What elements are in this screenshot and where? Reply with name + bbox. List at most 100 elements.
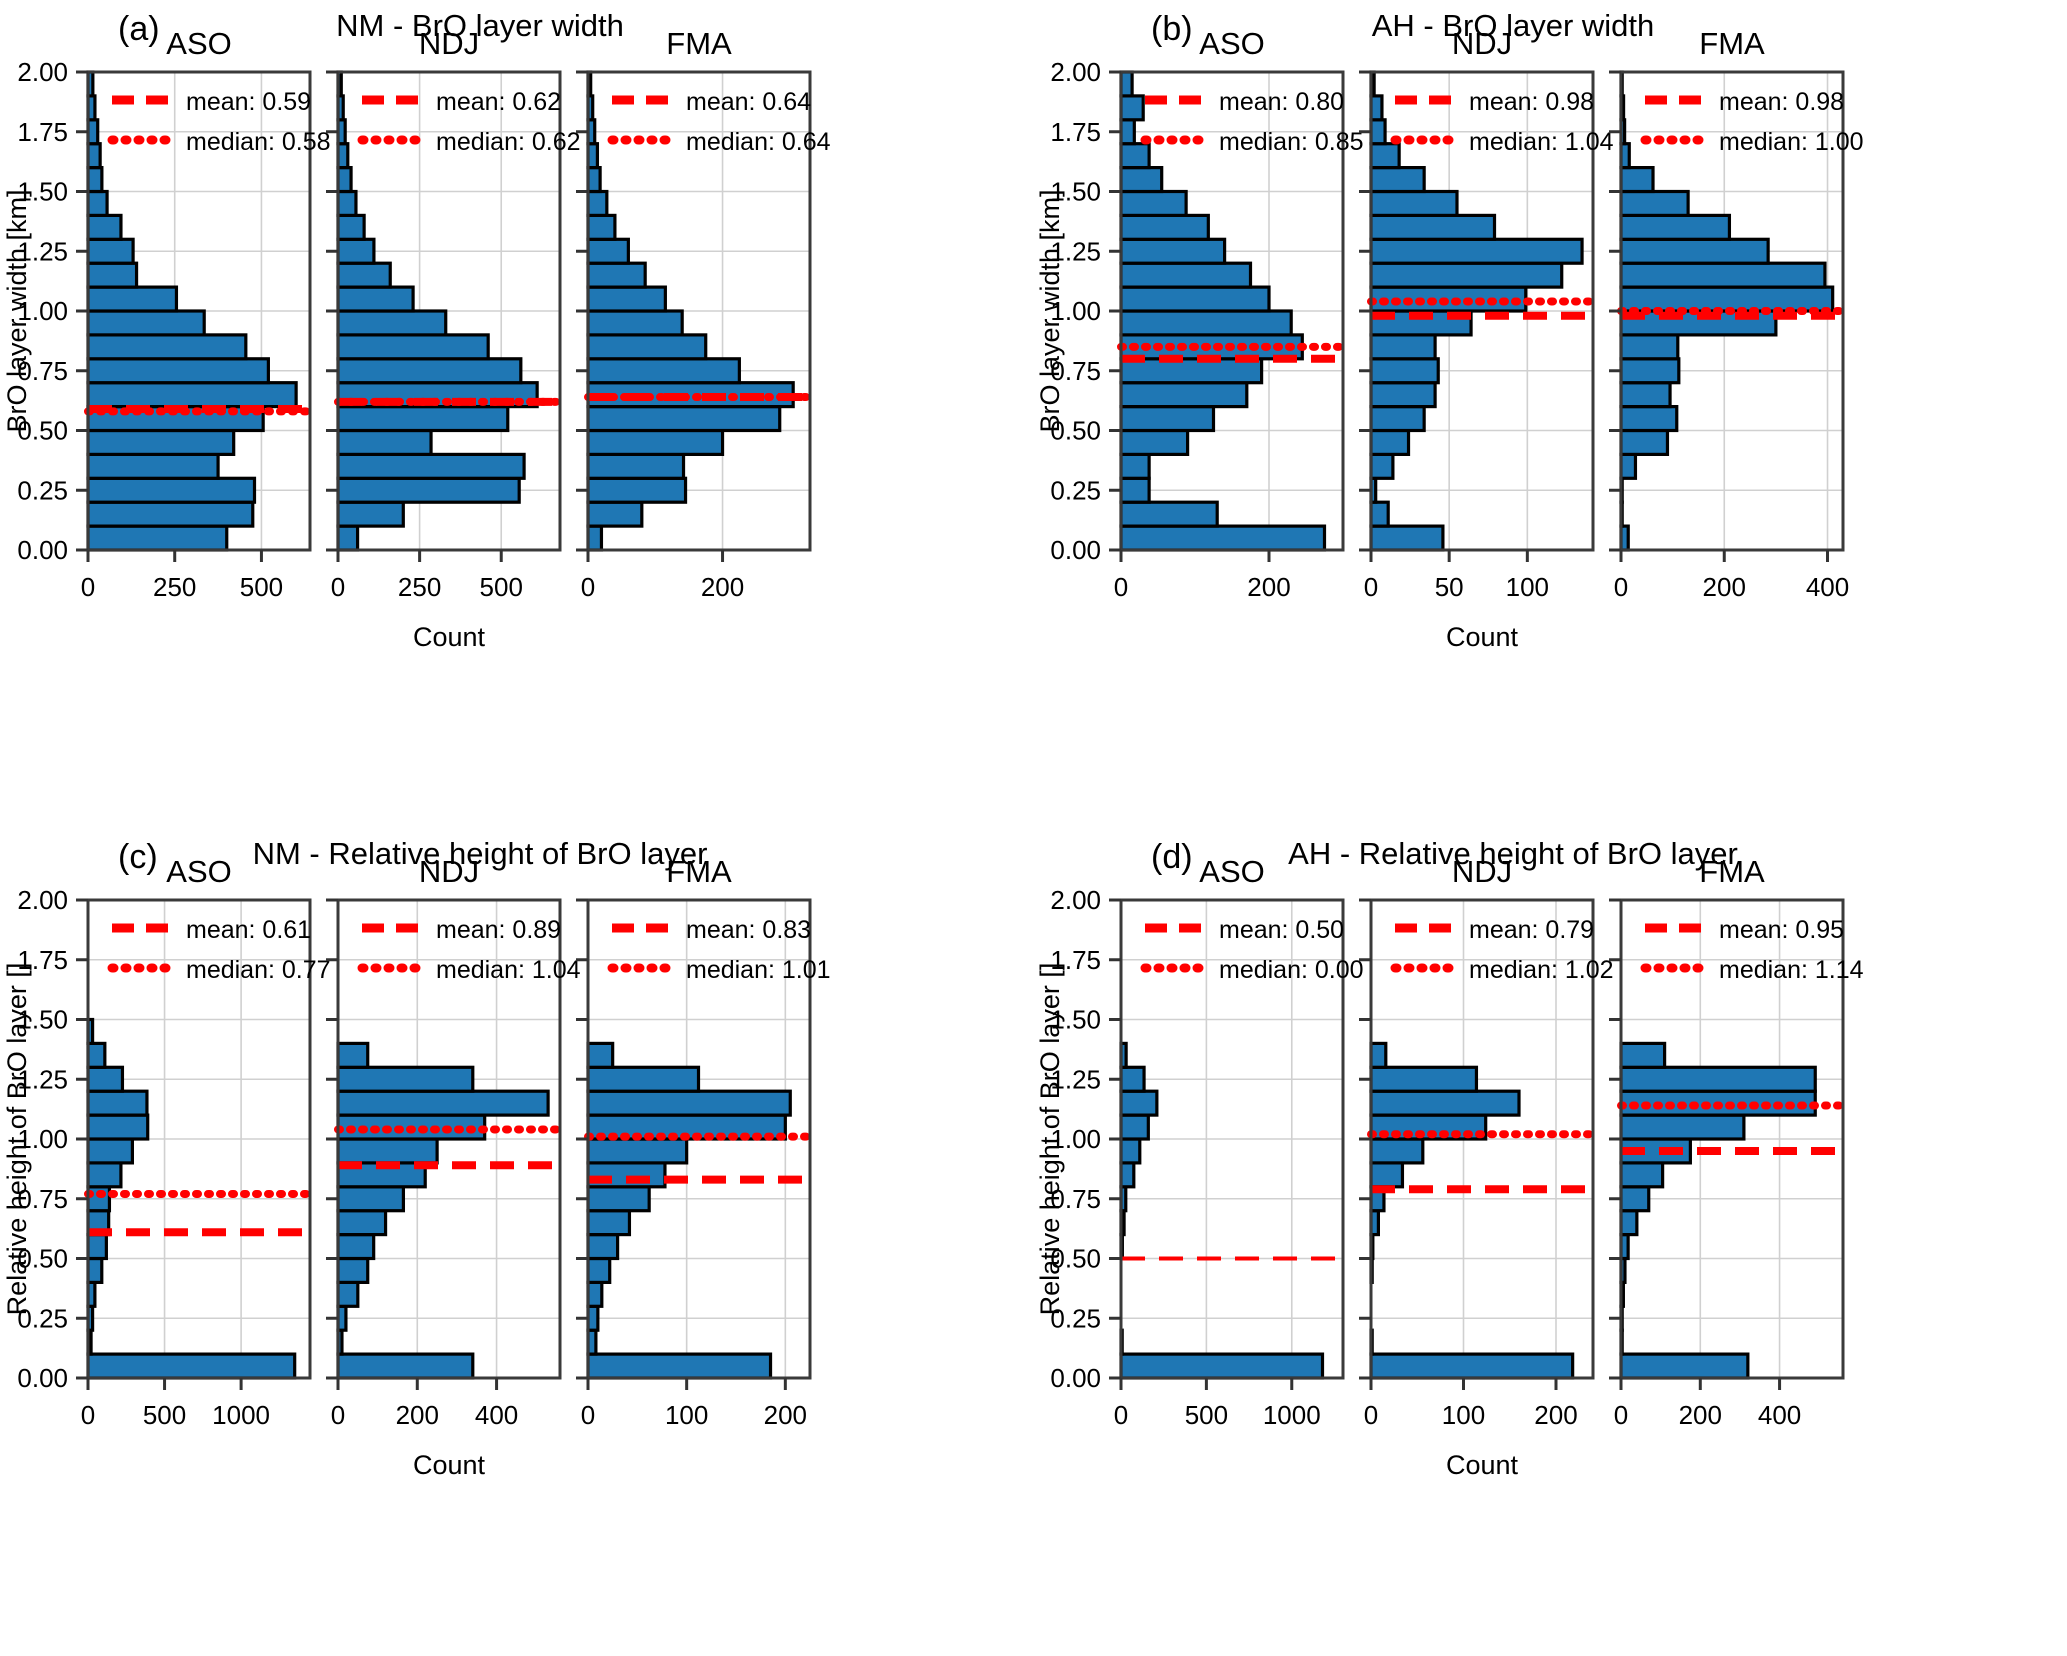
histogram-bar [586, 1209, 632, 1237]
subplot-fma: FMA 0 100 200 mean: 0.83 median: 1.01 [576, 854, 831, 1430]
legend-median-label: median: 0.85 [1219, 128, 1364, 156]
subplot-ndj: NDJ 0 100 200 mean: 0.79 median: 1.02 [1359, 854, 1614, 1430]
y-tick-label: 0.50 [17, 1244, 68, 1274]
y-tick-label: 0.25 [17, 475, 68, 505]
histogram-bar [586, 1256, 612, 1284]
legend-mean-label: mean: 0.59 [186, 88, 311, 116]
histogram-bar [336, 166, 353, 194]
histogram-bar [1619, 1352, 1750, 1380]
histogram-bar [86, 524, 229, 552]
x-tick-label: 0 [1114, 1400, 1128, 1430]
legend: mean: 0.83 median: 1.01 [607, 916, 831, 984]
histogram-bar [1369, 189, 1459, 217]
subplot-fma: FMA 0 200 400 mean: 0.98 median: 1.00 [1609, 26, 1864, 602]
histogram-bar [1369, 1352, 1575, 1380]
panel-b: (b) AH - BrO layer width BrO layer width [… [1033, 0, 2066, 828]
histogram-bar [1369, 118, 1387, 146]
histogram-bar [586, 1065, 701, 1093]
legend-mean-label: mean: 0.64 [686, 88, 811, 116]
histogram-bar [336, 1256, 370, 1284]
histogram-bar [586, 333, 708, 361]
y-axis-label: BrO layer width [km] [2, 189, 32, 432]
y-tick-label: 0.25 [17, 1303, 68, 1333]
histogram-bar [336, 261, 392, 289]
histogram-bar [1369, 1041, 1388, 1069]
legend: mean: 0.61 median: 0.77 [107, 916, 331, 984]
histogram-bar [1119, 261, 1253, 289]
y-tick-label: 2.00 [1050, 57, 1101, 87]
histogram-bar [586, 285, 667, 313]
y-tick-label: 0.75 [1050, 356, 1101, 386]
x-tick-label: 200 [396, 1400, 439, 1430]
y-tick-label: 0.00 [1050, 535, 1101, 565]
histogram-bar [1369, 1065, 1479, 1093]
legend-median-label: median: 0.64 [686, 128, 831, 156]
histogram-bar [336, 1185, 406, 1213]
histogram-bar [1619, 237, 1770, 265]
histogram-bar [336, 237, 376, 265]
y-tick-label: 0.00 [1050, 1363, 1101, 1393]
histogram-bar [86, 452, 220, 480]
histogram-bar [586, 261, 647, 289]
y-tick-label: 1.25 [17, 1064, 68, 1094]
x-tick-label: 200 [1679, 1400, 1722, 1430]
x-tick-label: 100 [1506, 572, 1549, 602]
histogram-bar [586, 1233, 620, 1261]
panel-a: (a) NM - BrO layer width BrO layer width [… [0, 0, 1033, 828]
histogram-bar [1619, 1161, 1665, 1189]
panel-title: AH - Relative height of BrO layer [1288, 836, 1738, 871]
histogram-bar [1119, 428, 1190, 456]
histogram-bar [86, 285, 179, 313]
histogram-bar [336, 1280, 360, 1308]
histogram-bar [1119, 452, 1151, 480]
subplot-aso: ASO 0.00 0.25 0.50 0.75 1.00 1.25 1.50 1.75 2.00 0… [17, 26, 330, 602]
histogram-bar [586, 428, 725, 456]
x-tick-label: 0 [1614, 572, 1628, 602]
legend-median-label: median: 0.00 [1219, 956, 1364, 984]
histogram-bar [1619, 1041, 1667, 1069]
panel-tag: (c) [118, 838, 158, 876]
x-tick-label: 500 [143, 1400, 186, 1430]
panel-title: NM - Relative height of BrO layer [253, 836, 708, 871]
y-tick-label: 0.50 [17, 416, 68, 446]
y-tick-label: 0.00 [17, 1363, 68, 1393]
y-tick-label: 0.75 [1050, 1184, 1101, 1214]
histogram-bar [1369, 524, 1445, 552]
histogram-bar [1119, 1065, 1146, 1093]
histogram-bar [586, 357, 741, 385]
x-tick-label: 400 [1806, 572, 1849, 602]
subplot-ndj: NDJ 0 250 500 mean: 0.62 median: 0.62 [326, 26, 581, 602]
histogram-bar [336, 1089, 550, 1117]
histogram-bar [586, 524, 604, 552]
legend: mean: 0.79 median: 1.02 [1390, 916, 1614, 984]
legend: mean: 0.62 median: 0.62 [357, 88, 581, 156]
histogram-bar [86, 237, 135, 265]
histogram-bar [586, 405, 782, 433]
x-tick-label: 200 [764, 1400, 807, 1430]
histogram-bar [336, 333, 490, 361]
histogram-bar [86, 189, 109, 217]
histogram-bar [1369, 405, 1426, 433]
histogram-bar [1369, 94, 1384, 122]
histogram-bar [1119, 500, 1219, 528]
x-axis-label: Count [413, 1450, 486, 1480]
legend: mean: 0.98 median: 1.04 [1390, 88, 1614, 156]
y-tick-label: 1.50 [1050, 1005, 1101, 1035]
histogram-bar [1619, 1209, 1639, 1237]
legend-median-label: median: 1.04 [1469, 128, 1614, 156]
legend-median-label: median: 1.02 [1469, 956, 1614, 984]
histogram-bar [336, 428, 433, 456]
histogram-bar [1619, 189, 1690, 217]
legend-median-label: median: 1.00 [1719, 128, 1864, 156]
subplot-title: ASO [166, 26, 231, 61]
legend-mean-label: mean: 0.80 [1219, 88, 1344, 116]
subplot-aso: ASO 0.00 0.25 0.50 0.75 1.00 1.25 1.50 1.75 2.00 0… [1050, 854, 1363, 1430]
x-tick-label: 50 [1435, 572, 1464, 602]
histogram-bar [336, 1352, 475, 1380]
histogram-bar [336, 357, 523, 385]
x-tick-label: 0 [581, 1400, 595, 1430]
x-tick-label: 200 [1703, 572, 1746, 602]
y-tick-label: 1.25 [1050, 236, 1101, 266]
y-tick-label: 1.50 [17, 177, 68, 207]
